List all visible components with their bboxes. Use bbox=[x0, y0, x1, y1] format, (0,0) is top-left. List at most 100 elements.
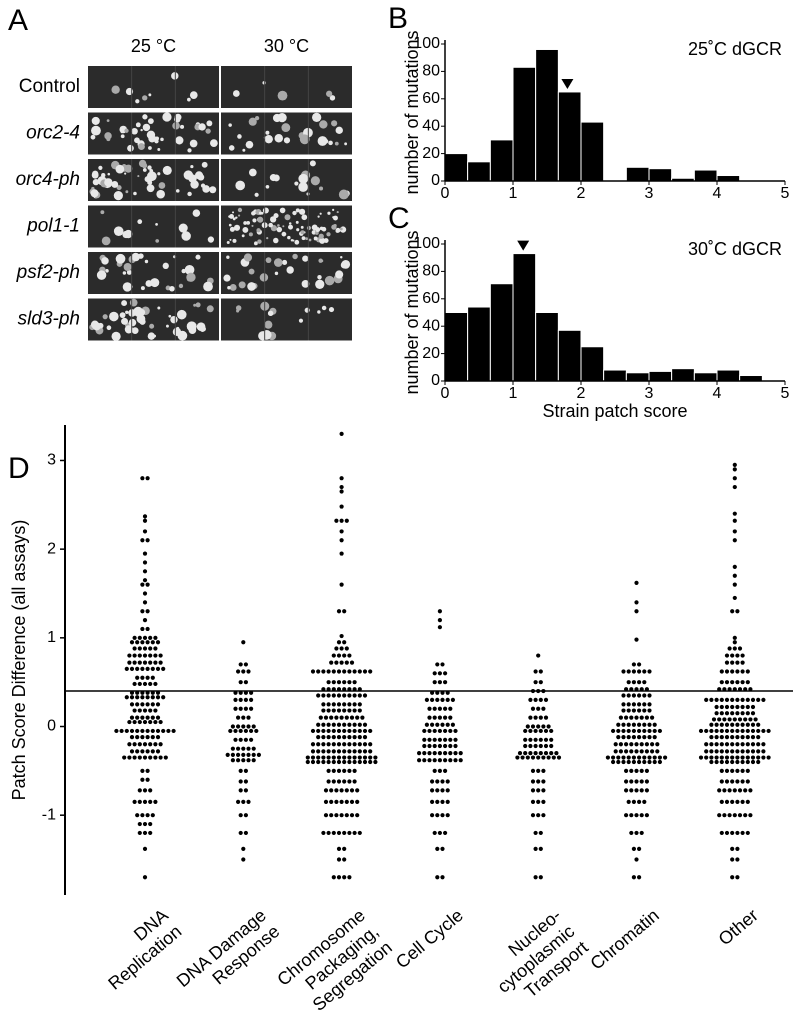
data-point bbox=[230, 746, 235, 751]
colony bbox=[121, 300, 128, 306]
data-point bbox=[321, 702, 326, 707]
data-point bbox=[722, 717, 727, 722]
colony bbox=[228, 145, 235, 151]
data-point bbox=[417, 758, 422, 763]
data-point bbox=[437, 671, 442, 676]
data-point bbox=[530, 768, 536, 773]
data-point bbox=[331, 742, 336, 747]
data-point bbox=[743, 813, 748, 818]
data-point bbox=[150, 666, 155, 671]
colony bbox=[170, 315, 178, 324]
colony bbox=[181, 231, 191, 241]
colony bbox=[157, 147, 161, 151]
data-point bbox=[453, 728, 458, 734]
data-point bbox=[119, 728, 124, 734]
data-point bbox=[719, 669, 724, 674]
data-point bbox=[647, 722, 652, 727]
data-point bbox=[704, 755, 709, 760]
colony bbox=[281, 123, 291, 132]
data-point bbox=[432, 768, 437, 773]
colony bbox=[207, 236, 215, 243]
colony bbox=[323, 238, 329, 243]
data-point bbox=[437, 768, 442, 773]
data-point bbox=[342, 640, 347, 645]
colony bbox=[257, 239, 262, 244]
data-point bbox=[238, 728, 243, 734]
data-point bbox=[616, 735, 621, 740]
data-point bbox=[719, 728, 724, 734]
data-point bbox=[443, 715, 448, 720]
data-point bbox=[336, 735, 342, 740]
data-point bbox=[336, 830, 342, 836]
data-point bbox=[616, 755, 621, 760]
bar bbox=[467, 306, 491, 382]
data-point bbox=[331, 875, 336, 880]
data-point bbox=[323, 788, 329, 793]
data-point bbox=[432, 737, 437, 742]
colony bbox=[116, 185, 122, 191]
data-point bbox=[714, 749, 719, 754]
data-point bbox=[631, 722, 637, 727]
data-point bbox=[352, 759, 357, 765]
colony bbox=[168, 314, 172, 318]
data-point bbox=[629, 788, 634, 793]
data-point bbox=[331, 755, 336, 760]
data-point bbox=[735, 711, 740, 716]
data-point bbox=[745, 711, 750, 716]
data-point bbox=[745, 722, 750, 727]
data-point bbox=[140, 666, 145, 671]
colony bbox=[302, 255, 309, 262]
data-point bbox=[145, 640, 150, 645]
data-point bbox=[155, 695, 161, 700]
data-point bbox=[342, 755, 347, 760]
data-point bbox=[644, 813, 650, 818]
data-point bbox=[761, 742, 766, 747]
data-point bbox=[730, 669, 735, 674]
data-point bbox=[626, 702, 631, 707]
data-point bbox=[528, 737, 533, 742]
colony bbox=[100, 210, 105, 215]
row-label: sld3-ph bbox=[18, 309, 80, 330]
colony bbox=[282, 259, 288, 266]
data-point bbox=[639, 813, 644, 818]
data-point bbox=[349, 813, 355, 818]
data-point bbox=[637, 693, 642, 698]
data-point bbox=[310, 728, 316, 734]
data-point bbox=[724, 759, 730, 765]
data-point bbox=[714, 697, 719, 703]
colony bbox=[115, 253, 126, 264]
x-tick-label: 3 bbox=[645, 185, 654, 202]
data-point bbox=[140, 695, 145, 700]
colony bbox=[256, 228, 261, 233]
data-point bbox=[626, 759, 631, 765]
data-point bbox=[233, 728, 238, 734]
data-point bbox=[652, 759, 657, 765]
colony bbox=[226, 240, 230, 244]
data-point bbox=[533, 830, 538, 836]
data-point bbox=[740, 680, 745, 685]
data-point bbox=[730, 749, 735, 754]
colony bbox=[91, 116, 100, 125]
data-point bbox=[334, 660, 339, 665]
data-point bbox=[735, 755, 740, 760]
colony bbox=[327, 211, 331, 215]
data-point bbox=[453, 737, 458, 742]
data-point bbox=[142, 646, 148, 651]
data-point bbox=[634, 779, 639, 784]
colony bbox=[238, 214, 241, 217]
row-label: pol1-1 bbox=[26, 216, 80, 237]
data-point bbox=[251, 758, 256, 763]
data-point bbox=[432, 706, 437, 711]
data-point bbox=[732, 717, 737, 722]
data-point bbox=[709, 755, 714, 760]
data-point bbox=[430, 697, 435, 703]
data-point bbox=[750, 697, 756, 703]
data-point bbox=[732, 564, 737, 569]
colony bbox=[124, 172, 127, 175]
data-point bbox=[140, 626, 145, 632]
data-point bbox=[132, 635, 137, 640]
data-point bbox=[357, 702, 362, 707]
data-point bbox=[142, 755, 148, 760]
data-point bbox=[750, 711, 756, 716]
data-point bbox=[362, 728, 368, 734]
